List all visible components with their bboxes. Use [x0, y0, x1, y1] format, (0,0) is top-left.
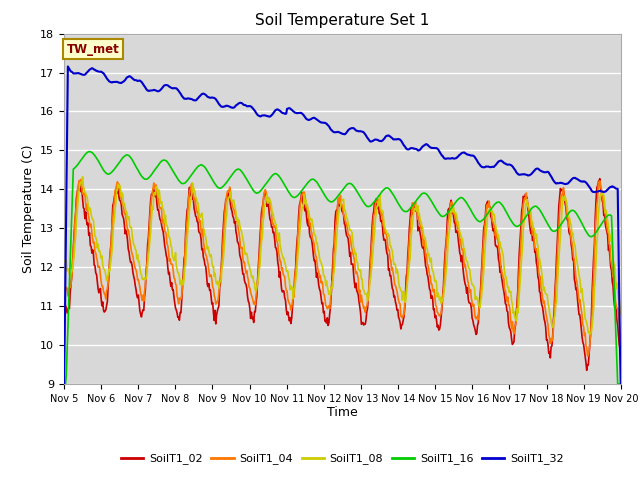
SoilT1_16: [70, 166, 78, 171]
SoilT1_32: [128, 75, 136, 81]
SoilT1_04: [77, 177, 85, 182]
SoilT1_08: [60, 259, 68, 265]
SoilT1_02: [60, 289, 68, 295]
SoilT1_08: [79, 174, 86, 180]
SoilT1_08: [70, 252, 78, 258]
SoilT1_32: [64, 63, 72, 69]
SoilT1_16: [411, 200, 419, 205]
SoilT1_04: [70, 238, 78, 244]
SoilT1_04: [60, 278, 68, 284]
SoilT1_08: [617, 312, 625, 317]
SoilT1_04: [411, 203, 419, 208]
SoilT1_32: [428, 145, 435, 151]
SoilT1_02: [70, 232, 78, 238]
SoilT1_32: [60, 381, 68, 387]
SoilT1_04: [185, 194, 193, 200]
SoilT1_02: [214, 308, 221, 314]
Line: SoilT1_08: SoilT1_08: [64, 177, 621, 334]
Line: SoilT1_16: SoilT1_16: [64, 152, 621, 384]
SoilT1_16: [617, 381, 625, 387]
Line: SoilT1_04: SoilT1_04: [64, 180, 621, 356]
Line: SoilT1_02: SoilT1_02: [64, 179, 621, 371]
SoilT1_08: [128, 232, 136, 238]
SoilT1_02: [583, 368, 591, 373]
Y-axis label: Soil Temperature (C): Soil Temperature (C): [22, 144, 35, 273]
SoilT1_16: [60, 381, 68, 387]
Legend: SoilT1_02, SoilT1_04, SoilT1_08, SoilT1_16, SoilT1_32: SoilT1_02, SoilT1_04, SoilT1_08, SoilT1_…: [116, 449, 568, 469]
SoilT1_32: [71, 71, 79, 76]
SoilT1_32: [411, 146, 419, 152]
SoilT1_04: [428, 281, 435, 287]
SoilT1_04: [128, 251, 136, 257]
SoilT1_32: [185, 96, 193, 101]
X-axis label: Time: Time: [327, 407, 358, 420]
SoilT1_32: [214, 100, 222, 106]
SoilT1_16: [214, 185, 222, 191]
SoilT1_08: [428, 255, 435, 261]
SoilT1_02: [617, 348, 625, 353]
SoilT1_02: [184, 204, 192, 210]
Title: Soil Temperature Set 1: Soil Temperature Set 1: [255, 13, 429, 28]
SoilT1_16: [128, 157, 136, 163]
SoilT1_04: [617, 336, 625, 341]
SoilT1_08: [185, 216, 193, 222]
SoilT1_02: [127, 259, 135, 265]
SoilT1_16: [86, 149, 93, 155]
Line: SoilT1_32: SoilT1_32: [64, 66, 621, 384]
SoilT1_02: [426, 288, 434, 293]
SoilT1_04: [214, 297, 222, 303]
SoilT1_02: [410, 201, 418, 206]
SoilT1_16: [428, 198, 435, 204]
SoilT1_08: [586, 331, 594, 337]
SoilT1_04: [584, 353, 591, 359]
SoilT1_16: [185, 176, 193, 181]
SoilT1_02: [596, 176, 604, 181]
SoilT1_32: [617, 381, 625, 387]
Text: TW_met: TW_met: [67, 43, 120, 56]
SoilT1_08: [214, 278, 222, 284]
SoilT1_08: [411, 206, 419, 212]
